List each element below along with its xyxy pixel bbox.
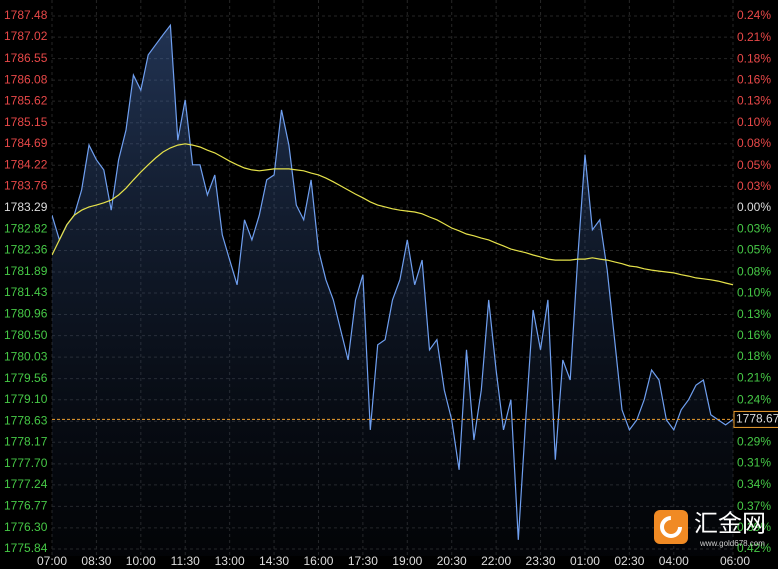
y2-tick-label: 0.00% (737, 200, 771, 214)
y-tick-label: 1779.10 (4, 392, 48, 406)
y-tick-label: 1775.84 (4, 541, 48, 555)
y2-tick-label: 0.29% (737, 435, 771, 449)
y-tick-label: 1785.15 (4, 115, 48, 129)
y2-tick-label: 0.13% (737, 307, 771, 321)
y2-tick-label: 0.05% (737, 158, 771, 172)
y-tick-label: 1783.76 (4, 179, 48, 193)
y2-tick-label: 0.10% (737, 286, 771, 300)
y2-tick-label: 0.18% (737, 51, 771, 65)
x-tick-label: 02:30 (614, 554, 644, 568)
x-tick-label: 20:30 (437, 554, 467, 568)
y-tick-label: 1777.24 (4, 477, 48, 491)
x-tick-label: 11:30 (171, 554, 200, 568)
y-tick-label: 1777.70 (4, 456, 48, 470)
y-tick-label: 1787.48 (4, 8, 48, 22)
axes: 1787.48 1787.02 1786.55 1786.08 1785.62 1785.… (4, 8, 778, 568)
y-tick-label: 1778.63 (4, 413, 48, 427)
y-tick-label: 1785.62 (4, 93, 48, 107)
x-tick-label: 04:00 (659, 554, 689, 568)
y-tick-label: 1780.03 (4, 349, 48, 363)
x-tick-label: 06:00 (720, 554, 750, 568)
y2-tick-label: 0.03% (737, 221, 771, 235)
y-tick-label: 1786.55 (4, 51, 48, 65)
average-line (52, 143, 733, 286)
x-tick-label: 13:00 (215, 554, 245, 568)
y-tick-label: 1778.17 (4, 434, 48, 448)
y2-tick-label: 0.16% (737, 328, 771, 342)
brand-icon (654, 510, 688, 544)
y2-tick-label: 0.24% (737, 392, 771, 406)
brand-name: 汇金网 (694, 510, 766, 537)
y2-tick-label: 0.21% (737, 370, 771, 384)
y-tick-label: 1783.29 (4, 200, 48, 214)
y-tick-label: 1782.82 (4, 222, 48, 236)
y2-tick-label: 0.18% (737, 349, 771, 363)
plot (52, 23, 733, 556)
price-line (52, 23, 733, 540)
y2-tick-label: 0.31% (737, 456, 771, 470)
brand-url: www.gold678.com (699, 539, 765, 548)
y-tick-label: 1781.89 (4, 264, 48, 278)
last-price-label: 1778.67 (736, 412, 778, 426)
y2-tick-label: 0.08% (737, 136, 771, 150)
brand-icon-mark (660, 516, 682, 538)
y2-tick-label: 0.37% (737, 499, 771, 513)
y-tick-label: 1784.69 (4, 136, 48, 150)
y-tick-label: 1780.96 (4, 307, 48, 321)
x-tick-label: 23:30 (526, 554, 556, 568)
x-tick-label: 19:00 (392, 554, 422, 568)
y2-tick-label: 0.13% (737, 94, 771, 108)
y-tick-label: 1786.08 (4, 72, 48, 86)
price-area (52, 25, 733, 556)
x-tick-label: 01:00 (570, 554, 600, 568)
y-tick-label: 1781.43 (4, 285, 48, 299)
y2-tick-label: 0.05% (737, 243, 771, 257)
y2-tick-label: 0.16% (737, 72, 771, 86)
last-price-box (733, 410, 778, 428)
x-tick-label: 10:00 (126, 554, 156, 568)
x-tick-label: 14:30 (259, 554, 289, 568)
x-tick-label: 16:00 (303, 554, 333, 568)
y-tick-label: 1779.56 (4, 371, 48, 385)
y2-tick-label: 0.03% (737, 179, 771, 193)
x-tick-label: 07:00 (37, 554, 67, 568)
y-tick-label: 1776.30 (4, 520, 48, 534)
y2-tick-label: 0.21% (737, 30, 771, 44)
y-tick-label: 1776.77 (4, 499, 48, 513)
y2-tick-label: 0.08% (737, 265, 771, 279)
y-tick-label: 1780.50 (4, 328, 48, 342)
y2-tick-label: 0.24% (737, 8, 771, 22)
y-tick-label: 1782.36 (4, 243, 48, 257)
y-tick-label: 1784.22 (4, 157, 48, 171)
brand: 汇金网 www.gold678.com (654, 510, 766, 548)
y2-tick-label: 0.39% (737, 520, 771, 534)
y-tick-label: 1787.02 (4, 29, 48, 43)
y2-tick-label: 0.10% (737, 115, 771, 129)
x-tick-label: 17:30 (348, 554, 378, 568)
y2-tick-label: 0.34% (737, 477, 771, 491)
x-tick-label: 08:30 (81, 554, 111, 568)
x-tick-label: 22:00 (481, 554, 511, 568)
y2-tick-label: 0.42% (737, 541, 771, 555)
